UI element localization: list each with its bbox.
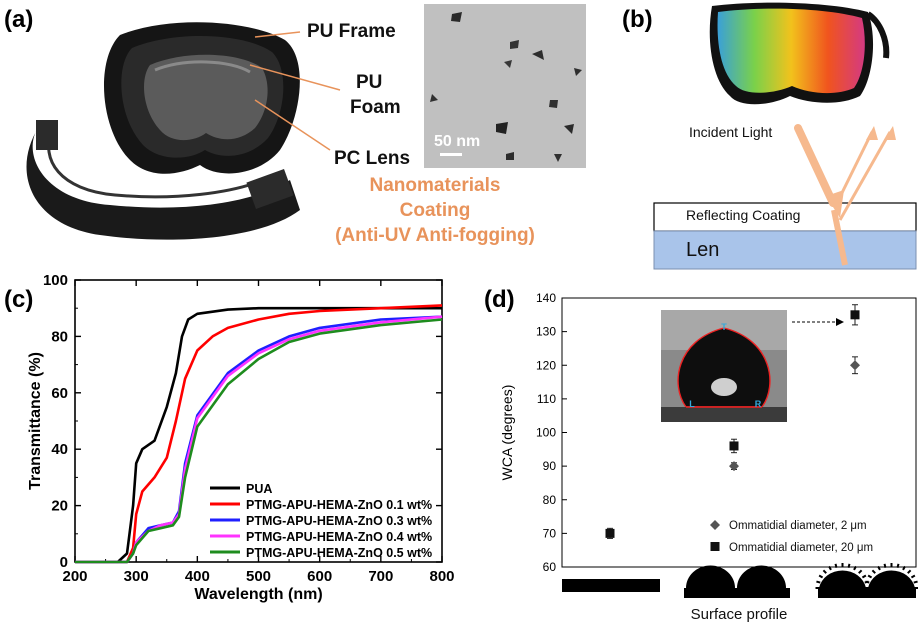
inset-arrowhead (836, 318, 844, 326)
profile-20um (815, 563, 918, 598)
y-tick-label: 60 (51, 385, 68, 402)
profile-20um-bump (907, 569, 912, 574)
x-tick-label: 500 (246, 568, 271, 585)
profile-20um-dome (868, 570, 915, 588)
legend-label-2: PTMG-APU-HEMA-ZnO 0.3 wt% (246, 514, 432, 528)
y-tick-label: 100 (536, 426, 556, 440)
callout-pc-lens: PC Lens (334, 148, 411, 169)
contact-angle-inset: T L R (661, 310, 844, 422)
y-tick-label: 0 (60, 554, 68, 571)
x-tick-label: 300 (124, 568, 149, 585)
legend-label-1: Ommatidial diameter, 20 μm (729, 542, 873, 554)
inset-marker: R (755, 399, 762, 409)
coating-line-3: (Anti-UV Anti-fogging) (335, 225, 535, 246)
legend-label-0: Ommatidial diameter, 2 μm (729, 520, 867, 532)
panel-d-label: (d) (484, 286, 515, 313)
callout-pu: PU (356, 72, 383, 93)
profile-2um-dome (737, 565, 786, 588)
x-tick-label: 400 (185, 568, 210, 585)
profile-20um-bump (883, 563, 887, 568)
legend-label-3: PTMG-APU-HEMA-ZnO 0.4 wt% (246, 530, 432, 544)
tem-scale-bar-label: 50 nm (434, 133, 481, 150)
incident-light-label: Incident Light (689, 124, 773, 140)
goggle-photo (26, 22, 341, 240)
droplet-reflection (711, 378, 737, 396)
x-tick-label: 700 (368, 568, 393, 585)
profile-20um-bump (853, 565, 857, 571)
legend-swatch-1 (710, 542, 720, 551)
y-tick-label: 60 (543, 560, 557, 574)
x-tick-label: 800 (429, 568, 454, 585)
point-diamond (850, 360, 860, 371)
legend-swatch-0 (710, 520, 720, 530)
droplet (677, 327, 771, 408)
reflecting-coating-label: Reflecting Coating (686, 207, 801, 223)
profile-20um-bump (816, 580, 821, 584)
substrate (661, 407, 787, 422)
profile-20um-bump (877, 565, 881, 571)
reflection-diagram (653, 2, 917, 270)
profile-20um-bump (896, 563, 900, 568)
profile-20um-bump (822, 569, 827, 574)
panel-c-label: (c) (4, 286, 34, 313)
profile-20um-dome (819, 570, 866, 588)
legend-label-0: PUA (246, 482, 272, 496)
profile-2um-dome (686, 565, 735, 588)
profile-20um-bump (867, 574, 873, 579)
profile-2um-base (684, 588, 790, 598)
callout-pu-frame: PU Frame (307, 21, 396, 42)
point-square (850, 310, 860, 320)
profile-20um-bump (871, 569, 876, 574)
y-tick-label: 110 (537, 392, 556, 406)
panel-b-label: (b) (622, 6, 653, 33)
coating-line-2: Coating (399, 200, 471, 221)
x-axis-label: Wavelength (nm) (194, 586, 322, 603)
profile-20um-bump (847, 563, 851, 568)
series-line-1 (75, 304, 443, 564)
y-tick-label: 120 (536, 358, 556, 372)
inset-marker: T (721, 322, 727, 332)
coating-line-1: Nanomaterials (369, 175, 501, 196)
point-diamond (729, 461, 739, 472)
profile-20um-bump (865, 580, 870, 584)
transmittance-chart: 200 300 400 500 600 700 800 0 20 40 60 80 100 Wavelen… (27, 272, 455, 603)
inset-marker: L (689, 399, 695, 409)
lens-label: Len (686, 239, 720, 261)
y-tick-label: 40 (51, 441, 68, 458)
y-tick-label: 20 (51, 498, 68, 515)
x-axis-label: Surface profile (691, 606, 788, 623)
y-axis-label: WCA (degrees) (499, 385, 515, 481)
y-tick-label: 130 (536, 325, 556, 339)
legend-label-4: PTMG-APU-HEMA-ZnO 0.5 wt% (246, 546, 432, 560)
point-square (729, 441, 739, 451)
profile-20um-bump (818, 574, 824, 579)
profile-flat (562, 579, 660, 592)
panel-a-label: (a) (4, 6, 34, 33)
y-tick-label: 80 (51, 328, 68, 345)
profile-20um-base (818, 588, 916, 598)
y-tick-label: 100 (43, 272, 68, 289)
y-axis-label: Transmittance (%) (27, 352, 44, 490)
x-tick-label: 200 (62, 568, 87, 585)
y-tick-label: 70 (543, 526, 557, 540)
profile-20um-bump (834, 563, 838, 568)
profile-20um-bump (913, 580, 918, 584)
profile-20um-bump (910, 574, 916, 579)
profile-20um-bump (858, 569, 863, 574)
profile-2um (684, 565, 790, 598)
profile-20um-bump (828, 565, 832, 571)
series-line-0 (75, 306, 442, 564)
profile-20um-bump (902, 565, 906, 571)
point-square (605, 528, 615, 538)
tem-micrograph (424, 4, 586, 168)
series-line-4 (75, 318, 443, 564)
y-tick-label: 140 (536, 291, 556, 305)
profile-20um-bump (861, 574, 867, 579)
legend-label-1: PTMG-APU-HEMA-ZnO 0.1 wt% (246, 498, 432, 512)
x-tick-label: 600 (307, 568, 332, 585)
y-tick-label: 90 (543, 459, 557, 473)
callout-foam: Foam (350, 97, 401, 118)
wca-chart: 60 70 80 90 100 110 120 130 140 WCA (degrees) Surf… (499, 291, 918, 623)
y-tick-label: 80 (543, 493, 557, 507)
